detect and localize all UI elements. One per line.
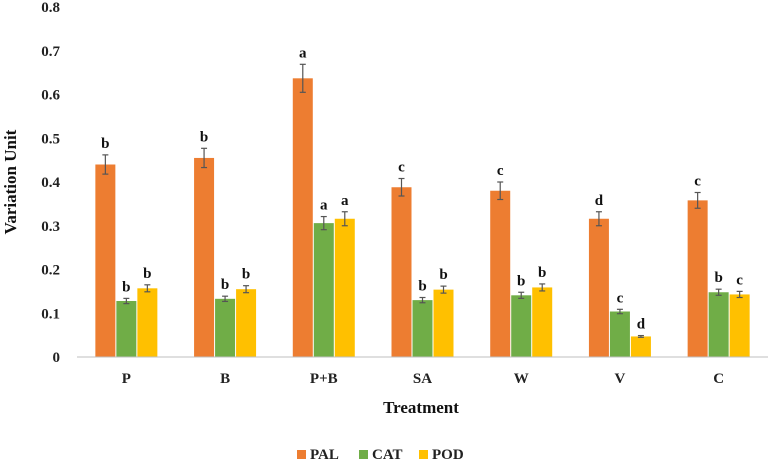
bar-pod [532, 287, 553, 357]
significance-label: c [497, 163, 504, 179]
y-tick-label: 0 [53, 350, 61, 366]
x-axis-labels: P B P+B SA W V C [122, 371, 724, 387]
significance-label: c [736, 272, 743, 288]
significance-label: d [595, 193, 604, 209]
bar-pal [194, 157, 215, 357]
bar-pal [292, 78, 313, 357]
y-tick-label: 0.6 [41, 88, 60, 104]
significance-label: d [637, 317, 646, 333]
x-tick-label: SA [413, 371, 432, 387]
y-tick-label: 0.5 [41, 131, 60, 147]
bar-cat [215, 298, 236, 357]
significance-label: b [221, 277, 229, 293]
bar-pal [391, 187, 412, 357]
y-tick-label: 0.8 [41, 0, 60, 16]
error-bar [539, 283, 546, 292]
bar-cat [412, 300, 433, 357]
bar-pal [687, 200, 708, 357]
bar-pod [433, 289, 454, 357]
error-bar [299, 63, 306, 93]
legend-swatch [297, 450, 306, 459]
error-bar [243, 285, 250, 294]
x-axis-title: Treatment [383, 398, 459, 417]
legend-item-pod: POD [419, 447, 464, 461]
legend: PAL CAT POD [297, 447, 464, 461]
error-bar [102, 154, 109, 175]
y-tick-label: 0.4 [41, 175, 60, 191]
bar-cat [609, 311, 630, 357]
error-bar [222, 295, 229, 303]
legend-label: POD [432, 447, 464, 461]
significance-label: b [200, 129, 208, 145]
error-bar [419, 296, 426, 304]
significance-label: b [101, 136, 109, 152]
legend-swatch [359, 450, 368, 459]
bar-pal [490, 190, 511, 357]
error-bar [595, 211, 602, 227]
x-tick-label: C [713, 371, 724, 387]
y-axis-ticks: 0 0.1 0.2 0.3 0.4 0.5 0.6 0.7 0.8 [41, 0, 60, 366]
bar-pal [588, 218, 609, 357]
y-axis-title: Variation Unit [1, 129, 20, 234]
bar-cat [708, 292, 729, 357]
y-tick-label: 0.7 [41, 44, 60, 60]
legend-item-pal: PAL [297, 447, 339, 461]
bar-cat [511, 295, 532, 357]
error-bar [497, 181, 504, 201]
x-tick-label: P+B [310, 371, 338, 387]
x-tick-label: B [220, 371, 230, 387]
error-bar [736, 290, 743, 299]
y-tick-label: 0.3 [41, 219, 60, 235]
bar-pod [334, 218, 355, 357]
x-tick-label: P [122, 371, 131, 387]
error-bar [320, 215, 327, 231]
bar-pal [95, 164, 116, 357]
y-tick-label: 0.2 [41, 263, 60, 279]
error-bar [398, 177, 405, 197]
bar-pod [729, 294, 750, 357]
error-bar [123, 297, 130, 305]
significance-label: b [122, 279, 130, 295]
significance-label: b [418, 279, 426, 295]
bar-pod [137, 288, 158, 357]
bars [95, 78, 750, 357]
bar-pod [236, 289, 257, 357]
x-tick-label: V [615, 371, 626, 387]
error-bar [637, 334, 644, 338]
legend-label: PAL [310, 447, 339, 461]
significance-label: a [341, 193, 349, 209]
significance-label: b [714, 270, 722, 286]
significance-label: c [694, 174, 701, 190]
legend-item-cat: CAT [359, 447, 403, 461]
significance-label: a [299, 45, 307, 61]
significance-label: c [398, 160, 405, 176]
error-bars [102, 63, 743, 338]
significance-label: c [617, 290, 624, 306]
bar-cat [116, 301, 137, 357]
significance-label: b [143, 266, 151, 282]
legend-swatch [419, 450, 428, 459]
y-tick-label: 0.1 [41, 306, 60, 322]
significance-label: b [517, 273, 525, 289]
x-tick-label: W [514, 371, 529, 387]
error-bar [518, 291, 525, 299]
error-bar [144, 284, 151, 293]
error-bar [715, 288, 722, 296]
significance-label: b [538, 265, 546, 281]
error-bar [694, 191, 701, 209]
error-bar [440, 285, 447, 294]
error-bar [201, 147, 208, 169]
significance-label: b [439, 267, 447, 283]
error-bar [616, 308, 623, 315]
error-bar [341, 211, 348, 227]
significance-label: b [242, 267, 250, 283]
legend-label: CAT [372, 447, 403, 461]
significance-label: a [320, 198, 328, 214]
bar-cat [313, 223, 334, 357]
bar-pod [630, 336, 651, 357]
